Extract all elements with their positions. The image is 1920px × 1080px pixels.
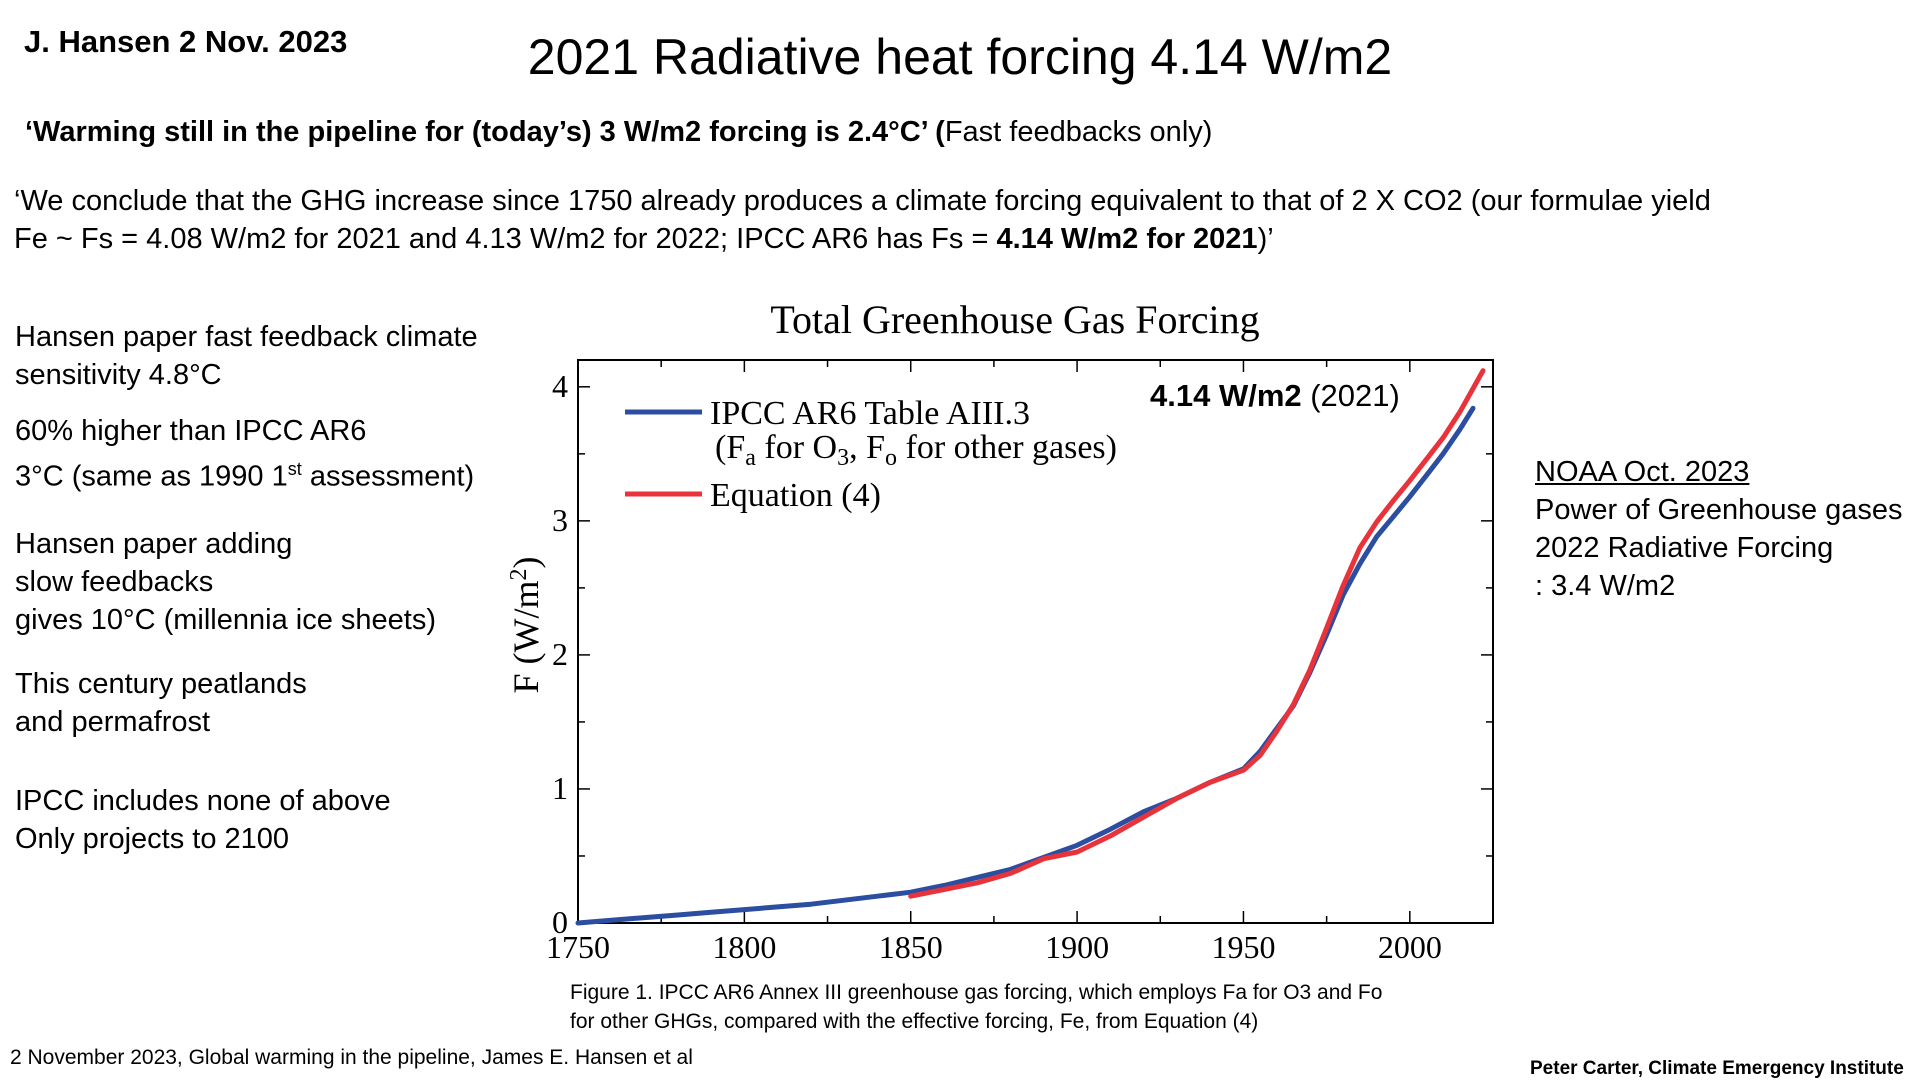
y-tick-label: 1 (552, 770, 568, 806)
note-line: Hansen paper adding (15, 528, 293, 560)
noaa-note: NOAA Oct. 2023 Power of Greenhouse gases… (1535, 453, 1903, 605)
y-tick-label: 4 (552, 368, 568, 404)
note-line: slow feedbacks (15, 566, 214, 598)
ghg-quote-line2-start: Fe ~ Fs = 4.08 W/m2 for 2021 and 4.13 W/… (14, 223, 997, 255)
note-ipcc-comparison: 60% higher than IPCC AR6 3°C (same as 19… (15, 412, 474, 496)
legend-subscript: 3 (837, 445, 849, 471)
y-tick-label: 0 (552, 904, 568, 940)
note-line: 3°C (same as 1990 1st assessment) (15, 450, 474, 496)
legend-equation: Equation (4) (710, 477, 881, 514)
note-line: IPCC includes none of above (15, 785, 391, 817)
ghg-quote-line1: ‘We conclude that the GHG increase since… (14, 185, 1711, 217)
legend-subscript: o (885, 445, 897, 471)
legend-subscript: a (745, 445, 756, 471)
note-fast-feedback: Hansen paper fast feedback climate sensi… (15, 318, 478, 394)
series-lines (575, 368, 1486, 926)
caption-line: Figure 1. IPCC AR6 Annex III greenhouse … (570, 981, 1383, 1004)
pipeline-quote-bold: ‘Warming still in the pipeline for (toda… (25, 116, 945, 148)
x-tick-label: 1800 (712, 929, 776, 965)
note-line: Only projects to 2100 (15, 823, 290, 855)
caption-line: for other GHGs, compared with the effect… (570, 1010, 1259, 1033)
legend-ipcc-line1: IPCC AR6 Table AIII.3 (710, 395, 1030, 432)
ghg-quote-line2-bold: 4.14 W/m2 for 2021 (996, 223, 1258, 255)
axis-ticks: 1750 1800 1850 1900 1950 2000 0 1 2 3 4 (546, 360, 1494, 965)
series-line-ipcc (575, 405, 1476, 926)
ghg-quote-line2-end: )’ (1257, 223, 1274, 255)
noaa-line: Power of Greenhouse gases (1535, 494, 1903, 526)
forcing-annotation: 4.14 W/m2 (2021) (1150, 378, 1400, 413)
ghg-quote: ‘We conclude that the GHG increase since… (14, 182, 1894, 258)
slide-title: 2021 Radiative heat forcing 4.14 W/m2 (527, 29, 1393, 85)
pipeline-quote: ‘Warming still in the pipeline for (toda… (25, 116, 1212, 149)
author-label: J. Hansen 2 Nov. 2023 (24, 24, 348, 59)
annotation-value: 4.14 W/m2 (1150, 378, 1302, 413)
note-line: Hansen paper fast feedback climate (15, 321, 478, 353)
legend-text: (F (715, 429, 745, 466)
figure-caption: Figure 1. IPCC AR6 Annex III greenhouse … (570, 978, 1430, 1036)
noaa-line: 2022 Radiative Forcing (1535, 532, 1834, 564)
y-axis-label-sup: 2 (506, 569, 532, 581)
y-axis-label-end: ) (506, 557, 546, 569)
noaa-line: : 3.4 W/m2 (1535, 570, 1676, 602)
note-line: gives 10°C (millennia ice sheets) (15, 604, 436, 636)
y-tick-label: 2 (552, 636, 568, 672)
note-text: assessment) (301, 460, 475, 493)
x-tick-label: 1950 (1211, 929, 1275, 965)
note-line: This century peatlands (15, 668, 307, 700)
y-axis-label: F (W/m2) (506, 557, 546, 694)
ghg-quote-line2: Fe ~ Fs = 4.08 W/m2 for 2021 and 4.13 W/… (14, 220, 1894, 258)
y-axis-label-main: F (W/m (506, 581, 546, 694)
x-tick-label: 2000 (1378, 929, 1442, 965)
legend-text: , F (849, 429, 885, 466)
legend-text: for other gases) (897, 429, 1117, 466)
x-tick-label: 1850 (879, 929, 943, 965)
note-ipcc-excludes: IPCC includes none of above Only project… (15, 782, 391, 858)
note-line: 60% higher than IPCC AR6 (15, 415, 367, 447)
pipeline-quote-normal: Fast feedbacks only) (944, 116, 1213, 148)
note-superscript: st (287, 459, 302, 479)
noaa-heading: NOAA Oct. 2023 (1535, 456, 1750, 488)
note-line: sensitivity 4.8°C (15, 359, 222, 391)
author-credit: Peter Carter, Climate Emergency Institut… (1530, 1058, 1904, 1079)
source-citation: 2 November 2023, Global warming in the p… (10, 1046, 693, 1069)
note-line: and permafrost (15, 706, 211, 738)
legend-text: for O (756, 429, 837, 466)
legend-ipcc-line2: (Fa for O3, Fo for other gases) (715, 429, 1117, 471)
note-text: 3°C (same as 1990 1 (15, 460, 288, 493)
y-tick-label: 3 (552, 502, 568, 538)
note-peatlands: This century peatlands and permafrost (15, 665, 307, 741)
series-line-equation (908, 368, 1486, 899)
note-slow-feedbacks: Hansen paper adding slow feedbacks gives… (15, 525, 436, 639)
x-tick-label: 1750 (546, 929, 610, 965)
annotation-year: (2021) (1302, 378, 1400, 413)
plot-frame (577, 359, 1494, 924)
x-tick-label: 1900 (1045, 929, 1109, 965)
chart-title: Total Greenhouse Gas Forcing (770, 297, 1259, 342)
